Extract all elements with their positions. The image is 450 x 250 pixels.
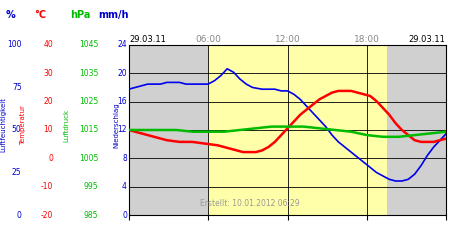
Text: 985: 985 [84, 210, 98, 220]
Text: 0: 0 [122, 210, 127, 220]
Text: 20: 20 [117, 69, 127, 78]
Text: 30: 30 [43, 69, 53, 78]
Text: 50: 50 [12, 126, 22, 134]
Text: 29.03.11: 29.03.11 [409, 35, 446, 44]
Text: Luftfeuchtigkeit: Luftfeuchtigkeit [0, 98, 6, 152]
Text: %: % [5, 10, 15, 20]
Text: 995: 995 [84, 182, 98, 191]
Text: 24: 24 [117, 40, 127, 50]
Text: 75: 75 [12, 83, 22, 92]
Text: °C: °C [34, 10, 46, 20]
Text: 1045: 1045 [79, 40, 98, 50]
Text: 100: 100 [7, 40, 22, 50]
Text: 40: 40 [43, 40, 53, 50]
Text: Erstellt: 10.01.2012 06:29: Erstellt: 10.01.2012 06:29 [200, 199, 299, 208]
Text: 1035: 1035 [79, 69, 98, 78]
Text: 29.03.11: 29.03.11 [130, 35, 166, 44]
Text: -20: -20 [40, 210, 53, 220]
Bar [208, 45, 387, 215]
Text: 8: 8 [122, 154, 127, 163]
Text: 12: 12 [117, 126, 127, 134]
Text: Luftdruck: Luftdruck [63, 108, 70, 142]
Text: 0: 0 [48, 154, 53, 163]
Text: hPa: hPa [70, 10, 90, 20]
Text: Temperatur: Temperatur [20, 105, 27, 145]
Text: 1025: 1025 [79, 97, 98, 106]
Text: 4: 4 [122, 182, 127, 191]
Text: 25: 25 [12, 168, 22, 177]
Text: 0: 0 [17, 210, 22, 220]
Text: 20: 20 [44, 97, 53, 106]
Text: 10: 10 [44, 126, 53, 134]
Text: 1015: 1015 [79, 126, 98, 134]
Text: Niederschlag: Niederschlag [113, 102, 119, 148]
Text: 1005: 1005 [79, 154, 98, 163]
Text: mm/h: mm/h [98, 10, 129, 20]
Text: -10: -10 [40, 182, 53, 191]
Text: 16: 16 [117, 97, 127, 106]
